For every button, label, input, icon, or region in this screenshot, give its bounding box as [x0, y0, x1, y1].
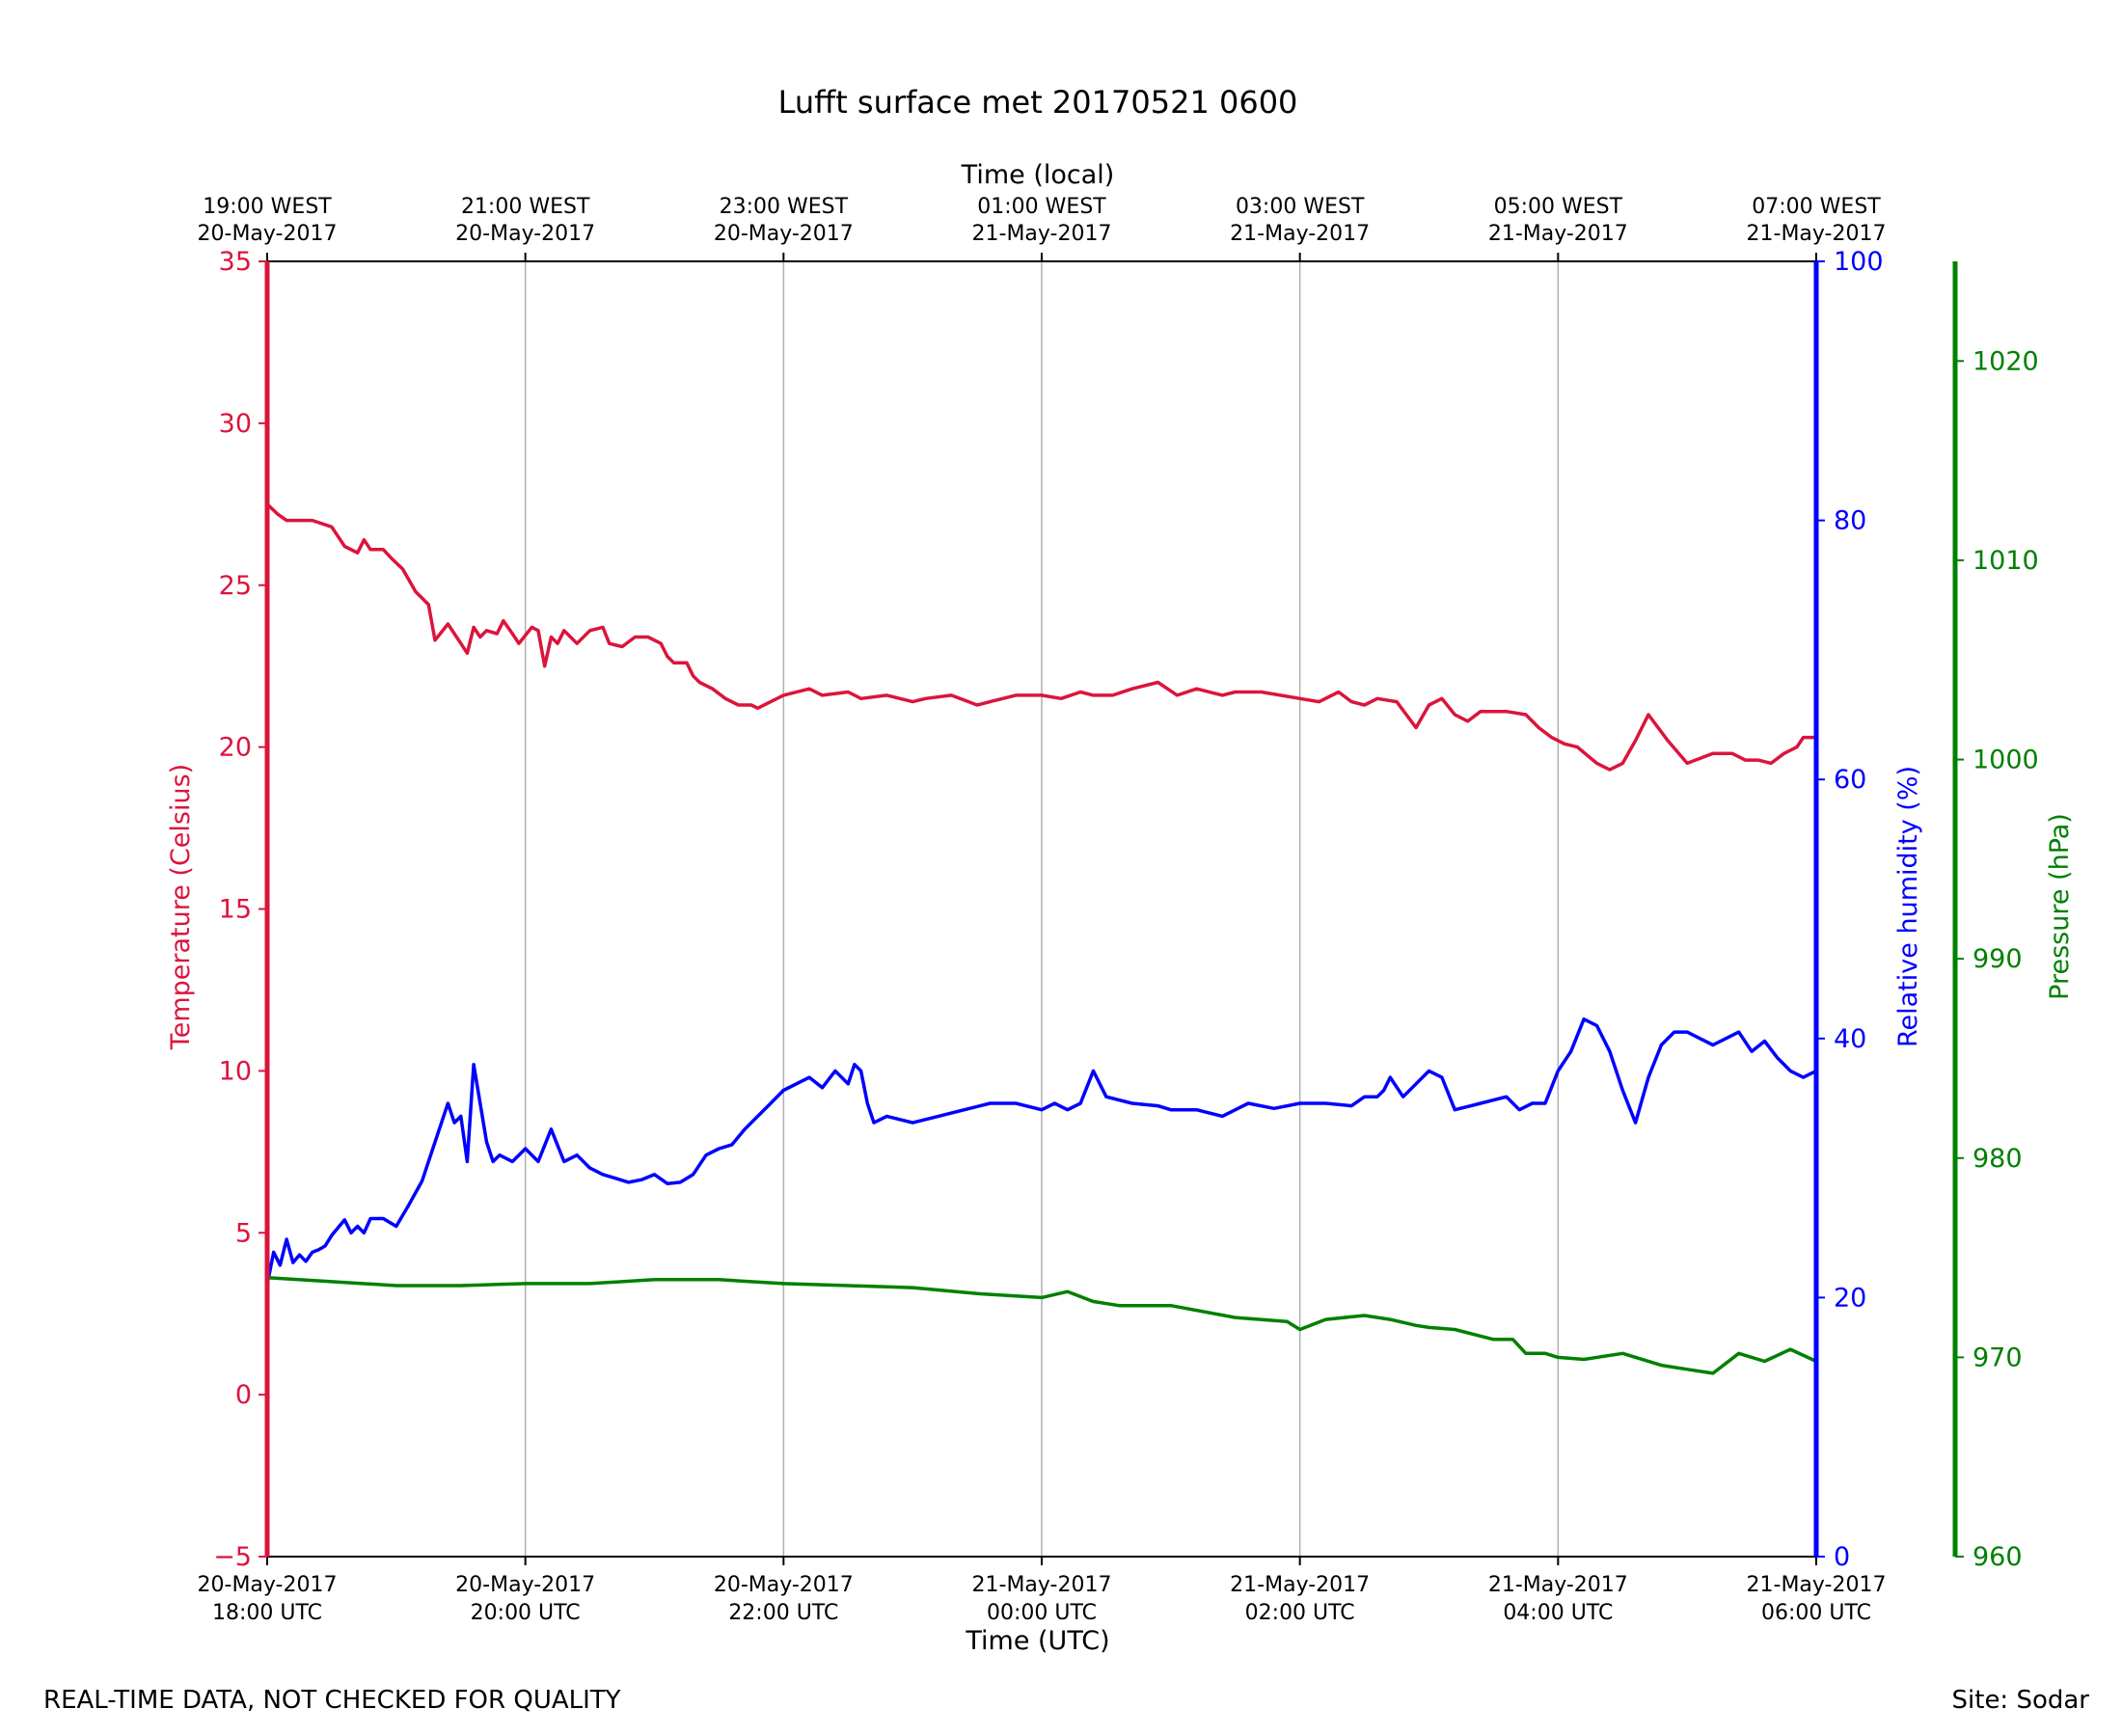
top-x-axis-label: Time (local) — [961, 160, 1115, 190]
x-axis-label: Time (UTC) — [965, 1626, 1109, 1656]
top-x-tick-label-date-3: 21-May-2017 — [972, 222, 1112, 246]
axes-layer — [264, 260, 1958, 1558]
series-line-temperature — [265, 502, 1816, 772]
top-x-tick-label-date-4: 21-May-2017 — [1230, 222, 1370, 246]
x-tick-label-time-4: 02:00 UTC — [1245, 1601, 1355, 1625]
pressure-tick-label-3: 990 — [1972, 944, 2023, 974]
x-tick-label-time-5: 04:00 UTC — [1503, 1601, 1613, 1625]
top-x-tick-label-date-1: 20-May-2017 — [455, 222, 595, 246]
top-x-tick-label-time-6: 07:00 WEST — [1752, 195, 1881, 219]
x-tick-label-time-6: 06:00 UTC — [1761, 1601, 1871, 1625]
top-x-tick-label-time-4: 03:00 WEST — [1236, 195, 1365, 219]
pressure-tick-label-2: 980 — [1972, 1144, 2023, 1174]
series-line-pressure — [266, 1275, 1817, 1375]
top-x-tick-label-date-6: 21-May-2017 — [1747, 222, 1887, 246]
top-x-tick-label-time-3: 01:00 WEST — [977, 195, 1106, 219]
top-x-tick-label-date-5: 21-May-2017 — [1488, 222, 1628, 246]
temperature-tick-label-0: −5 — [213, 1542, 252, 1572]
top-x-tick-label-date-0: 20-May-2017 — [198, 222, 338, 246]
humidity-tick-label-1: 20 — [1834, 1283, 1866, 1313]
humidity-tick-label-5: 100 — [1834, 247, 1884, 277]
x-tick-label-time-1: 20:00 UTC — [471, 1601, 581, 1625]
temperature-tick-label-2: 5 — [235, 1218, 252, 1248]
pressure-tick-label-6: 1020 — [1972, 346, 2039, 376]
pressure-tick-label-5: 1010 — [1972, 546, 2039, 576]
top-x-tick-label-time-2: 23:00 WEST — [720, 195, 849, 219]
temperature-tick-label-4: 15 — [219, 895, 252, 925]
x-tick-label-date-1: 20-May-2017 — [455, 1573, 595, 1597]
gridlines — [524, 261, 1560, 1557]
top-x-tick-label-time-1: 21:00 WEST — [461, 195, 590, 219]
ticks-layer: 20-May-2017 18:00 UTC 20-May-2017 20:00 UTC… — [198, 195, 2039, 1625]
humidity-tick-label-0: 0 — [1834, 1542, 1850, 1572]
humidity-tick-label-4: 80 — [1834, 506, 1866, 536]
chart-title: Lufft surface met 20170521 0600 — [778, 84, 1298, 121]
temperature-tick-label-1: 0 — [235, 1380, 252, 1410]
x-tick-label-date-2: 20-May-2017 — [714, 1573, 854, 1597]
quality-disclaimer: REAL-TIME DATA, NOT CHECKED FOR QUALITY — [43, 1686, 621, 1715]
temperature-tick-label-8: 35 — [219, 247, 252, 277]
x-tick-label-date-0: 20-May-2017 — [198, 1573, 338, 1597]
top-x-tick-label-time-0: 19:00 WEST — [203, 195, 332, 219]
x-tick-label-time-3: 00:00 UTC — [987, 1601, 1097, 1625]
x-tick-label-date-3: 21-May-2017 — [972, 1573, 1112, 1597]
x-tick-label-date-6: 21-May-2017 — [1747, 1573, 1887, 1597]
pressure-axis-label: Pressure (hPa) — [2045, 813, 2075, 1000]
temperature-axis-label: Temperature (Celsius) — [166, 764, 196, 1050]
top-x-tick-label-time-5: 05:00 WEST — [1494, 195, 1623, 219]
series-layer — [265, 502, 1817, 1375]
humidity-axis-label: Relative humidity (%) — [1893, 766, 1923, 1047]
x-tick-label-date-5: 21-May-2017 — [1488, 1573, 1628, 1597]
site-label: Site: Sodar — [1951, 1686, 2089, 1715]
humidity-tick-label-2: 40 — [1834, 1024, 1866, 1054]
temperature-tick-label-6: 25 — [219, 571, 252, 601]
pressure-tick-label-4: 1000 — [1972, 746, 2039, 775]
x-tick-label-date-4: 21-May-2017 — [1230, 1573, 1370, 1597]
x-tick-label-time-2: 22:00 UTC — [728, 1601, 838, 1625]
x-tick-label-time-0: 18:00 UTC — [212, 1601, 322, 1625]
temperature-tick-label-7: 30 — [219, 409, 252, 439]
series-line-humidity — [265, 1017, 1817, 1286]
temperature-tick-label-3: 10 — [219, 1056, 252, 1086]
temperature-tick-label-5: 20 — [219, 733, 252, 763]
humidity-tick-label-3: 60 — [1834, 765, 1866, 795]
pressure-tick-label-1: 970 — [1972, 1343, 2023, 1372]
top-x-tick-label-date-2: 20-May-2017 — [714, 222, 854, 246]
pressure-tick-label-0: 960 — [1972, 1542, 2023, 1572]
